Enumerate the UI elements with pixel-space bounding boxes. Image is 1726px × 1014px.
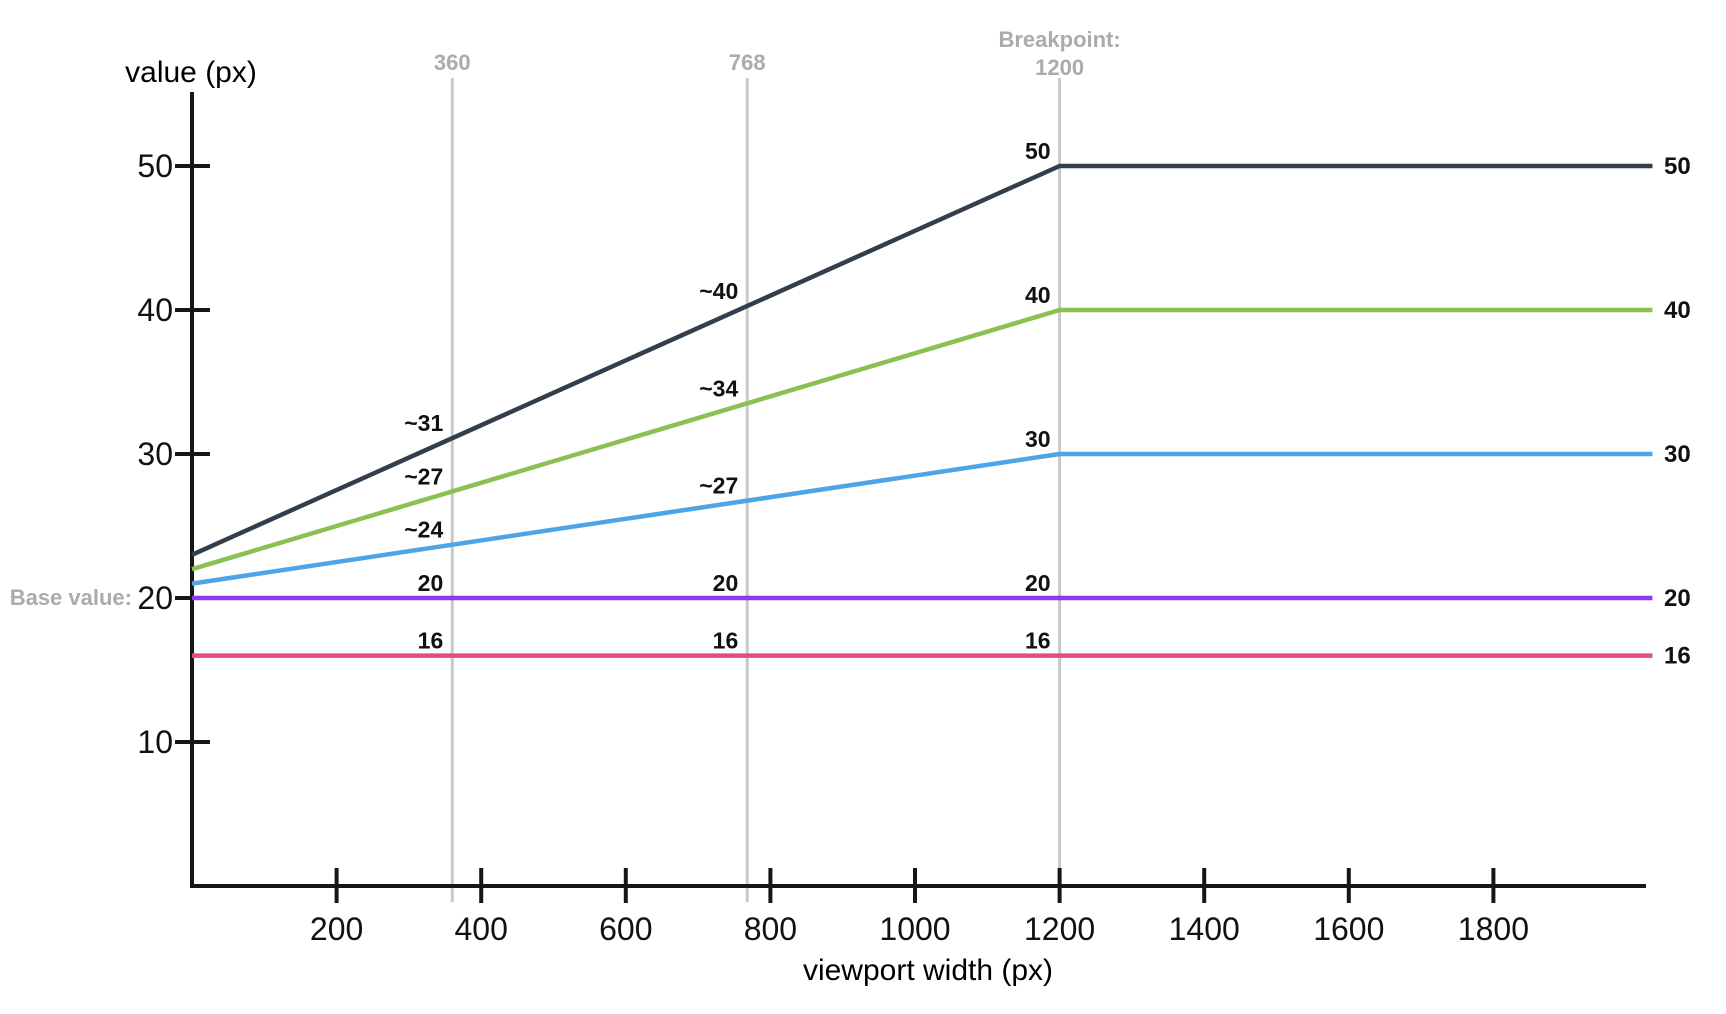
- y-tick-label: 30: [137, 436, 173, 472]
- breakpoint-guide-label: 768: [729, 50, 766, 75]
- series-point-label: 50: [1025, 138, 1051, 164]
- series-point-label: 16: [418, 628, 444, 654]
- series-point-label: 40: [1025, 282, 1051, 308]
- series-point-label: 20: [1025, 570, 1051, 596]
- breakpoint-guide-label: 1200: [1035, 55, 1084, 80]
- chart-generated-content: 360 768 Breakpoint: 1200 200 400 600 800 1000 120…: [137, 27, 1690, 947]
- y-axis-title: value (px): [125, 56, 257, 89]
- series-point-label: ~34: [699, 375, 738, 401]
- x-tick-label: 1600: [1313, 911, 1384, 947]
- y-tick-label: 50: [137, 148, 173, 184]
- x-tick-label: 1800: [1458, 911, 1529, 947]
- y-tick-label: 40: [137, 292, 173, 328]
- x-tick-label: 800: [744, 911, 797, 947]
- series-point-label: ~27: [699, 473, 738, 499]
- x-tick-label: 1400: [1169, 911, 1240, 947]
- series-point-label: 16: [713, 628, 739, 654]
- x-tick-label: 400: [455, 911, 508, 947]
- y-tick-label: 10: [137, 724, 173, 760]
- series-point-label: ~31: [404, 410, 443, 436]
- series-end-label: 40: [1664, 297, 1691, 324]
- series-line-scale-to-40: [191, 307, 1653, 572]
- series-end-label: 16: [1664, 643, 1691, 670]
- series-line-scale-to-30: [191, 451, 1653, 586]
- series-point-label: ~40: [699, 278, 738, 304]
- x-axis-title: viewport width (px): [803, 954, 1053, 987]
- series-point-label: 30: [1025, 426, 1051, 452]
- x-tick-label: 1000: [879, 911, 950, 947]
- y-tick-label: 20: [137, 580, 173, 616]
- x-tick-label: 1200: [1024, 911, 1095, 947]
- series-end-label: 20: [1664, 585, 1691, 612]
- series-end-label: 30: [1664, 441, 1691, 468]
- series-end-label: 50: [1664, 153, 1691, 180]
- x-tick-label: 200: [310, 911, 363, 947]
- breakpoint-guide-label: Breakpoint:: [998, 27, 1120, 52]
- series-point-label: ~27: [404, 463, 443, 489]
- breakpoint-guide-label: 360: [434, 50, 471, 75]
- series-line-scale-to-50: [191, 163, 1653, 557]
- series-point-label: ~24: [404, 517, 443, 543]
- base-value-label: Base value:: [10, 585, 132, 610]
- x-tick-label: 600: [599, 911, 652, 947]
- series-point-label: 20: [418, 570, 444, 596]
- series-point-label: 16: [1025, 628, 1051, 654]
- series-point-label: 20: [713, 570, 739, 596]
